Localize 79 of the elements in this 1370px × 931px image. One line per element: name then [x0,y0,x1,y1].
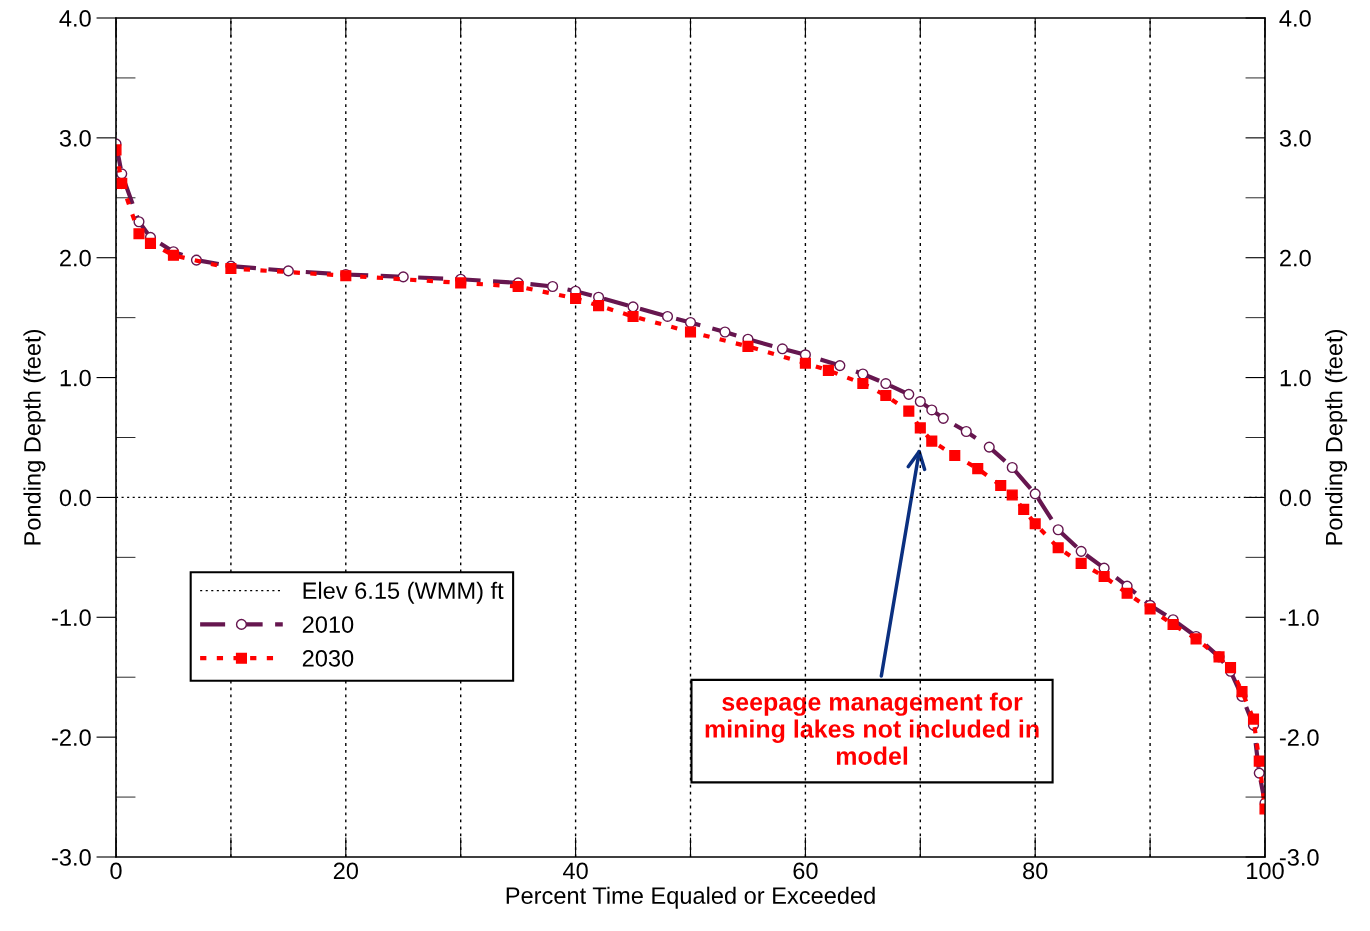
point [593,300,605,312]
point [972,463,984,475]
y2-tick-label: 2.0 [1280,249,1311,267]
legend-label: Elev 6.15 (WMM) ft [303,581,504,604]
point [880,378,892,390]
point [1121,587,1133,599]
point [397,271,409,283]
x-tick-label: 0 [110,862,122,880]
y-tick-label: 1.0 [60,369,91,387]
point [133,216,145,228]
x-tick-label: 60 [793,862,818,880]
point [1253,767,1265,779]
point [880,389,892,402]
y2-tick-label: 0.0 [1279,489,1311,507]
x-tick-label: 80 [1023,862,1048,880]
point [903,388,915,400]
point [983,441,995,453]
y2-tick-label: -1.0 [1279,609,1319,627]
point [1253,755,1265,767]
point [512,280,524,293]
y-tick-label: 2.0 [60,249,91,267]
point [1006,461,1018,474]
point [661,310,674,323]
point [1075,545,1087,557]
legend-label: 2010 [302,616,354,633]
point [144,237,157,249]
point [1018,503,1030,515]
annotation: seepage management for mining lakes not included in model [705,692,1039,765]
y2-axis-title: Ponding Depth (feet) [1325,330,1348,545]
y-tick-label: -3.0 [52,849,91,866]
point [857,378,869,390]
point [1052,524,1064,536]
y2-tick-label: 4.0 [1279,10,1311,27]
point [1029,488,1041,500]
x-axis-title: Percent Time Equaled or Exceeded [506,886,875,909]
point [1006,489,1018,501]
y-tick-label: -2.0 [52,729,91,746]
point [937,412,949,424]
point [914,422,926,434]
point [1247,713,1260,725]
point [1098,570,1110,583]
y2-tick-label: -2.0 [1279,729,1319,746]
y-tick-label: 4.0 [59,10,91,27]
y2-tick-label: 3.0 [1279,129,1311,147]
point [742,340,754,352]
point [903,405,915,417]
point [1052,542,1064,554]
point [570,292,582,305]
legend-label: 2030 [302,649,354,667]
point [960,425,972,438]
point [776,343,788,355]
point [949,449,961,462]
point [455,277,467,289]
point [914,395,926,408]
point [684,326,697,338]
y-tick-label: 3.0 [59,129,91,147]
point [1236,686,1248,698]
point [926,404,938,416]
y2-tick-label: 1.0 [1280,369,1311,387]
y-tick-label: 0.0 [59,489,91,507]
y-tick-label: -1.0 [52,609,91,627]
x-tick-label: 40 [563,862,588,880]
point [547,280,559,293]
point [116,177,128,189]
point [627,310,639,323]
point [282,265,294,277]
point [834,360,846,372]
point [719,326,731,338]
x-tick-label: 20 [333,862,359,880]
point [133,228,145,240]
point [1167,618,1179,631]
y-axis-title: Ponding Depth (feet) [23,330,46,545]
point [822,364,834,376]
point [799,357,811,369]
point [1029,518,1041,530]
point [995,479,1007,491]
point [1075,557,1087,569]
point [1144,603,1156,615]
point [926,435,938,447]
